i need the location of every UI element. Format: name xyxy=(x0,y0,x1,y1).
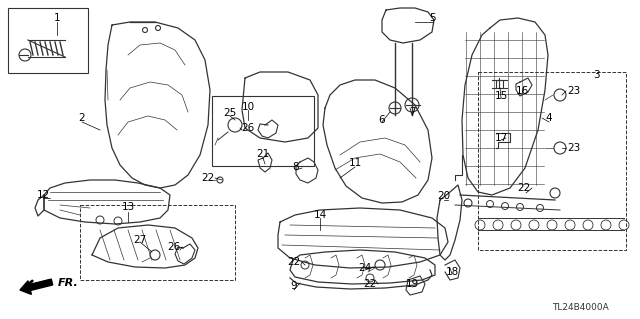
Text: 6: 6 xyxy=(379,115,385,125)
Text: 18: 18 xyxy=(445,267,459,277)
Text: 2: 2 xyxy=(79,113,85,123)
Text: 23: 23 xyxy=(568,143,580,153)
Text: 4: 4 xyxy=(546,113,552,123)
Text: 11: 11 xyxy=(348,158,362,168)
Text: 7: 7 xyxy=(409,107,415,117)
Text: 22: 22 xyxy=(202,173,214,183)
Text: 26: 26 xyxy=(241,123,255,133)
Text: 17: 17 xyxy=(494,133,508,143)
Text: 8: 8 xyxy=(292,162,300,172)
Text: 1: 1 xyxy=(54,13,60,23)
Text: 12: 12 xyxy=(36,190,50,200)
Text: TL24B4000A: TL24B4000A xyxy=(552,303,609,312)
Bar xyxy=(212,96,314,166)
Text: 22: 22 xyxy=(287,257,301,267)
Text: 27: 27 xyxy=(133,235,147,245)
Text: 15: 15 xyxy=(494,91,508,101)
Text: FR.: FR. xyxy=(58,278,79,288)
Text: 13: 13 xyxy=(122,202,134,212)
Text: 25: 25 xyxy=(223,108,237,118)
Text: 22: 22 xyxy=(364,279,376,289)
Bar xyxy=(478,72,626,250)
Text: 26: 26 xyxy=(168,242,180,252)
Bar xyxy=(8,8,88,73)
Text: 14: 14 xyxy=(314,210,326,220)
Text: 19: 19 xyxy=(405,279,419,289)
Text: 23: 23 xyxy=(568,86,580,96)
Text: 24: 24 xyxy=(358,263,372,273)
FancyArrow shape xyxy=(20,279,52,294)
Text: 22: 22 xyxy=(517,183,531,193)
Text: 21: 21 xyxy=(257,149,269,159)
Text: 9: 9 xyxy=(291,281,298,291)
Text: 5: 5 xyxy=(429,13,436,23)
Text: 20: 20 xyxy=(437,191,451,201)
Text: 3: 3 xyxy=(593,70,599,80)
Bar xyxy=(80,205,235,280)
Text: 16: 16 xyxy=(515,86,529,96)
Text: 10: 10 xyxy=(241,102,255,112)
